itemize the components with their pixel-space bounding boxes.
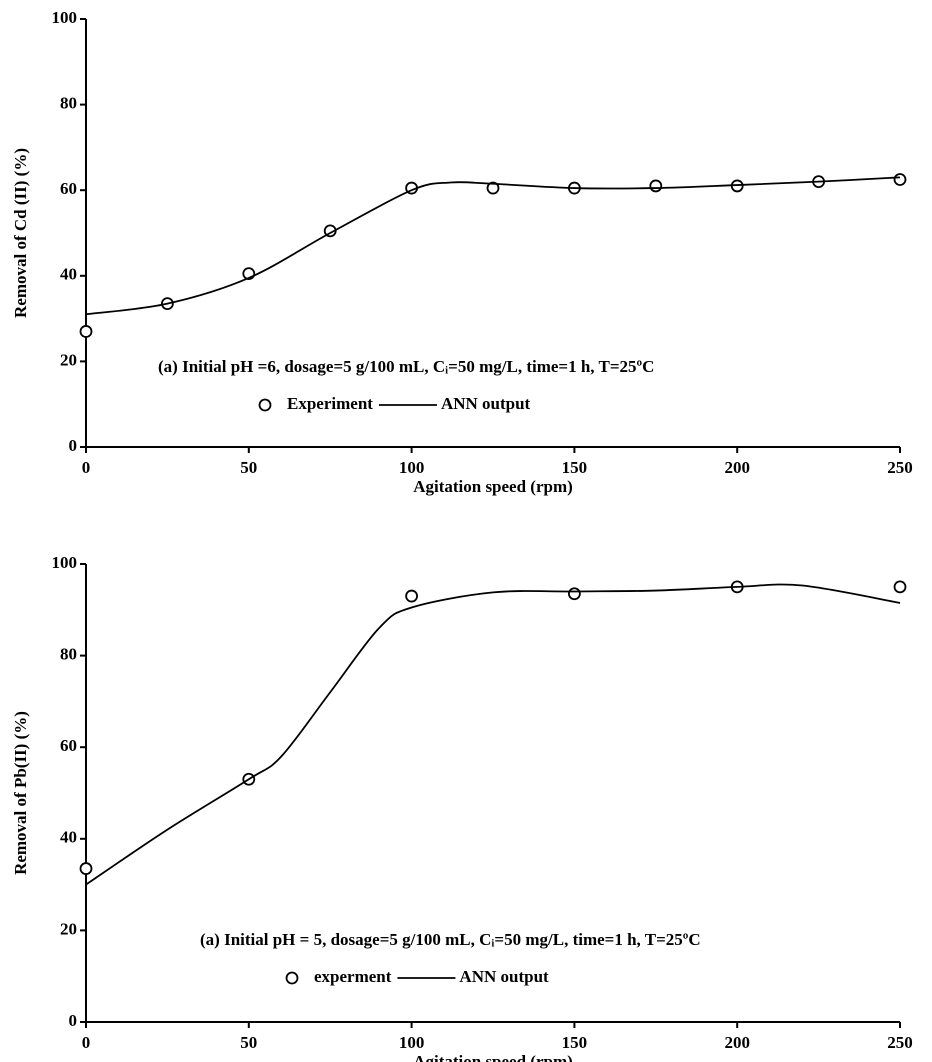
- x-tick-label: 150: [562, 458, 588, 477]
- y-tick-label: 100: [52, 8, 78, 27]
- x-tick-label: 50: [240, 458, 257, 477]
- data-point: [486, 181, 500, 195]
- x-tick-label: 100: [399, 458, 425, 477]
- y-axis-label: Removal of Pb(II) (%): [11, 711, 30, 875]
- x-tick-label: 0: [82, 1033, 91, 1052]
- annotation: (a) Initial pH = 5, dosage=5 g/100 mL, C…: [200, 930, 701, 949]
- legend-marker: [285, 971, 299, 985]
- x-tick-label: 150: [562, 1033, 588, 1052]
- legend-label: ANN output: [459, 967, 549, 986]
- legend-label: experment: [314, 967, 392, 986]
- y-tick-label: 40: [60, 265, 77, 284]
- y-tick-label: 60: [60, 736, 77, 755]
- x-tick-label: 250: [887, 458, 913, 477]
- y-tick-label: 40: [60, 828, 77, 847]
- data-point: [893, 173, 907, 186]
- ann-line: [85, 583, 901, 886]
- legend-label: Experiment: [287, 394, 373, 413]
- data-point: [893, 580, 907, 594]
- legend-label: ANN output: [441, 394, 531, 413]
- y-tick-label: 0: [69, 1011, 78, 1030]
- data-point: [568, 587, 581, 601]
- annotation: (a) Initial pH =6, dosage=5 g/100 mL, Cᵢ…: [158, 357, 654, 376]
- x-tick-label: 0: [82, 458, 91, 477]
- x-tick-label: 250: [887, 1033, 913, 1052]
- x-tick-label: 200: [724, 458, 750, 477]
- y-tick-label: 0: [69, 436, 78, 455]
- x-tick-label: 100: [399, 1033, 425, 1052]
- x-axis-label: Agitation speed (rpm): [413, 477, 573, 496]
- x-tick-label: 50: [240, 1033, 257, 1052]
- data-point: [79, 325, 93, 338]
- y-tick-label: 100: [52, 553, 78, 572]
- y-tick-label: 80: [60, 645, 77, 664]
- y-tick-label: 80: [60, 94, 77, 113]
- y-tick-label: 60: [60, 179, 77, 198]
- data-point: [649, 179, 663, 193]
- data-point: [79, 862, 93, 875]
- y-tick-label: 20: [60, 350, 77, 369]
- x-axis-label: Agitation speed (rpm): [413, 1052, 573, 1062]
- ann-line: [85, 176, 901, 316]
- y-axis-label: Removal of Cd (II) (%): [11, 148, 30, 318]
- data-point: [405, 589, 419, 603]
- y-tick-label: 20: [60, 919, 77, 938]
- legend-marker: [258, 398, 272, 412]
- x-tick-label: 200: [724, 1033, 750, 1052]
